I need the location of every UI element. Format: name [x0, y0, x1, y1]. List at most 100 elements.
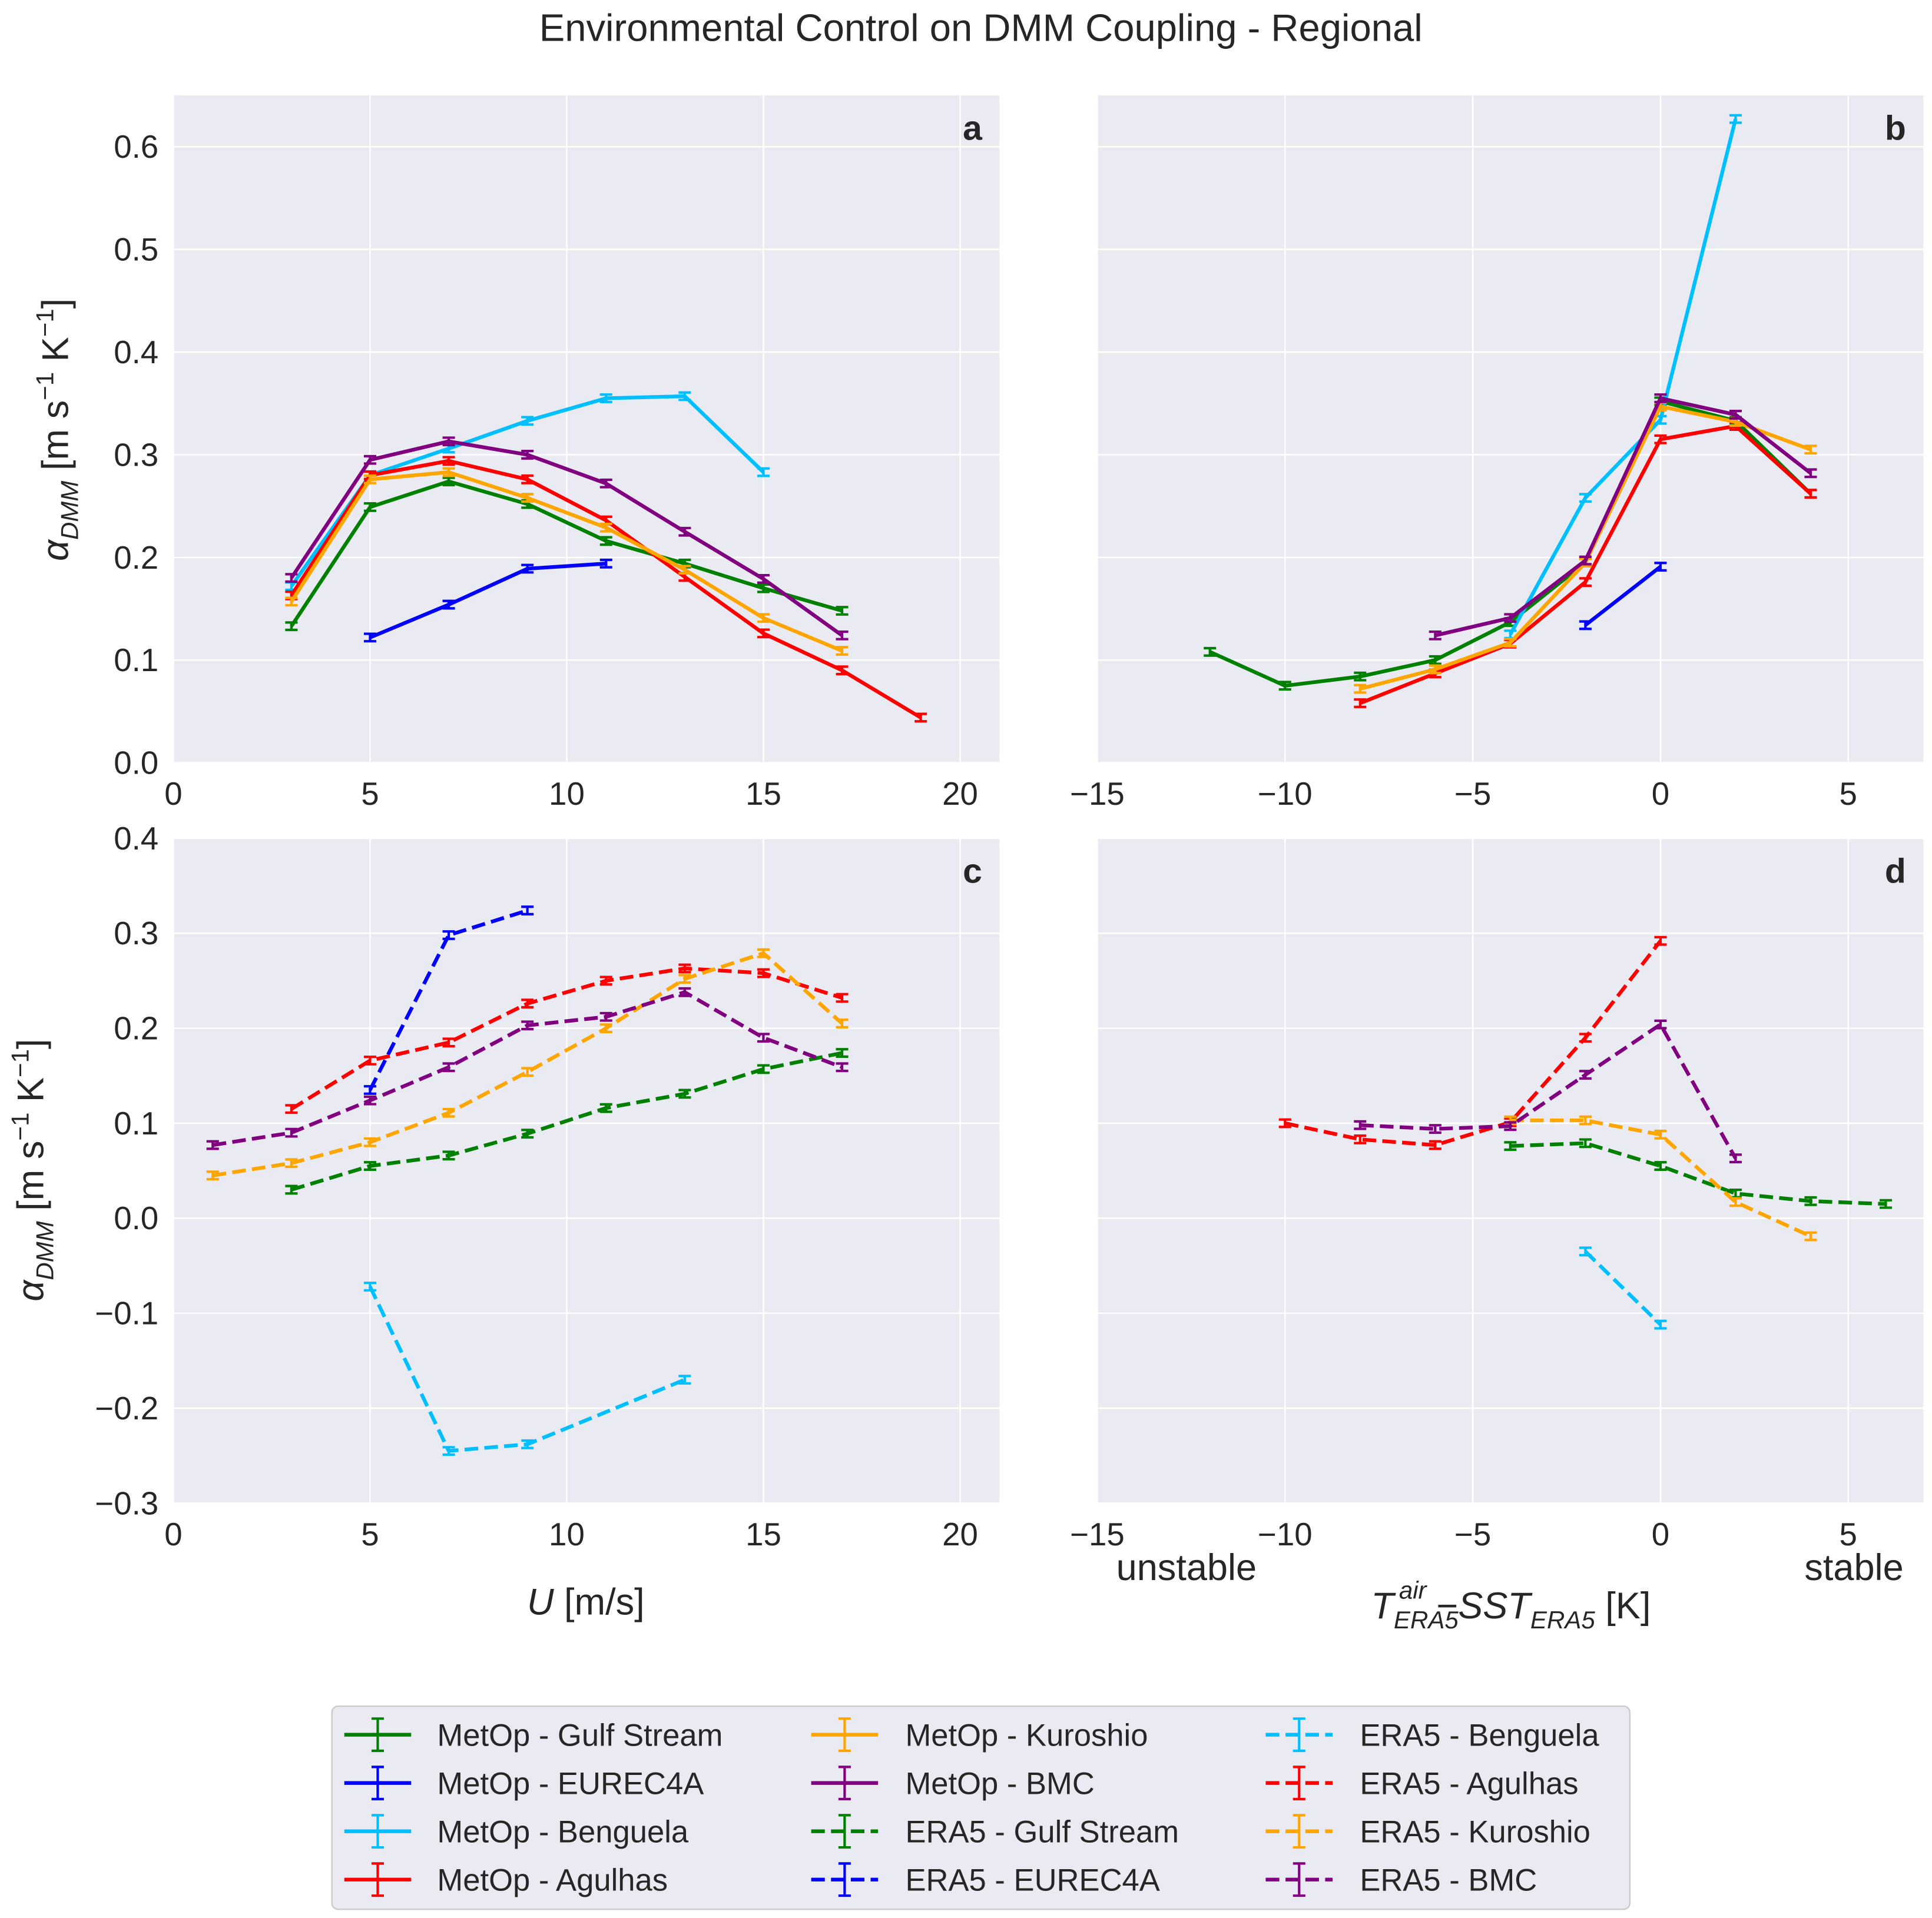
- y-tick-label: 0.2: [114, 539, 158, 576]
- x-tick-label: −5: [1454, 775, 1491, 812]
- legend-entry: MetOp - Agulhas: [344, 1862, 668, 1898]
- legend-label: MetOp - Gulf Stream: [437, 1718, 723, 1753]
- series-metop-bmc: [1429, 393, 1817, 641]
- legend-label: ERA5 - Agulhas: [1360, 1767, 1578, 1801]
- legend-entry: ERA5 - Gulf Stream: [811, 1814, 1179, 1850]
- x-axis-label-c: U [m/s]: [527, 1582, 645, 1623]
- series-line: [290, 479, 843, 628]
- y-tick-label: 0.3: [114, 436, 158, 473]
- series-era5-bmc: [206, 987, 849, 1150]
- y-tick-label: 0.6: [114, 128, 158, 165]
- x-tick-label: −15: [1070, 775, 1125, 812]
- series-era5-agulhas: [285, 963, 849, 1114]
- y-tick-label: 0.5: [114, 231, 158, 268]
- legend-label: MetOp - BMC: [905, 1767, 1094, 1801]
- x-tick-label: 5: [1840, 775, 1857, 812]
- x-tick-label: 15: [745, 1516, 781, 1552]
- legend-entry: MetOp - Kuroshio: [811, 1717, 1148, 1753]
- series-line: [368, 908, 528, 1091]
- panel-label: b: [1885, 109, 1906, 148]
- series-metop-eurec4a: [1579, 562, 1667, 631]
- panel-label: c: [963, 852, 982, 891]
- series-era5-benguela: [1579, 1246, 1667, 1330]
- legend-entry: MetOp - BMC: [811, 1766, 1095, 1801]
- legend-label: MetOp - Benguela: [437, 1815, 688, 1850]
- panel-label: d: [1885, 852, 1906, 891]
- x-tick-label: 0: [1652, 775, 1669, 812]
- series-metop-kuroshio: [285, 467, 849, 656]
- y-tick-label: 0.0: [114, 745, 158, 781]
- series-line: [290, 1051, 843, 1192]
- y-tick-label: 0.0: [114, 1200, 158, 1236]
- y-axis-label-a: αDMM [m s−1 K−1]: [31, 298, 83, 561]
- x-axis-label-d: TERA5air −SSTERA5 [K]: [1371, 1576, 1651, 1633]
- figure-title: Environmental Control on DMM Coupling - …: [539, 6, 1423, 49]
- x-tick-label: 5: [361, 1516, 379, 1552]
- panel-c: 0 5 10 15 20 −0.3 −0.2 −0.1 0.0 0.1 0.2 0.3 0.4 c: [95, 820, 1000, 1552]
- x-tick-label: 15: [745, 775, 781, 812]
- legend-entry: ERA5 - EUREC4A: [811, 1862, 1160, 1898]
- y-tick-label: −0.3: [95, 1485, 158, 1521]
- legend-label: MetOp - Agulhas: [437, 1863, 668, 1898]
- series-line: [1284, 940, 1662, 1147]
- plot-area: [1097, 838, 1924, 1504]
- legend-label: ERA5 - Gulf Stream: [905, 1815, 1179, 1850]
- legend-entry: ERA5 - BMC: [1265, 1862, 1537, 1898]
- x-tick-label: 5: [1840, 1516, 1857, 1552]
- annotation-stable: stable: [1804, 1547, 1903, 1588]
- series-line: [1509, 118, 1738, 636]
- series-line: [1510, 1141, 1886, 1206]
- series-line: [1584, 1250, 1662, 1326]
- x-tick-label: 10: [549, 1516, 585, 1552]
- panel-b: −15 −10 −5 0 5 b: [1070, 95, 1924, 812]
- series-line: [290, 470, 843, 653]
- series-era5-agulhas: [1278, 935, 1667, 1150]
- series-line: [368, 1286, 686, 1453]
- panels: 0 5 10 15 20 0.0 0.1 0.2 0.3 0.4 0.5 0.6 a −15 −10 −5 0 5…: [95, 95, 1924, 1552]
- annotation-unstable: unstable: [1116, 1547, 1257, 1588]
- x-tick-label: 5: [361, 775, 379, 812]
- panel-d: −15 −10 −5 0 5 d: [1070, 837, 1924, 1552]
- x-tick-label: 10: [549, 775, 585, 812]
- plot-area: [1097, 95, 1924, 763]
- y-tick-label: 0.1: [114, 642, 158, 678]
- series-era5-bmc: [1354, 1019, 1742, 1164]
- x-tick-label: −10: [1258, 775, 1313, 812]
- x-tick-label: −15: [1070, 1516, 1125, 1552]
- series-era5-eurec4a: [363, 905, 534, 1095]
- y-tick-label: 0.3: [114, 915, 158, 951]
- y-tick-label: −0.2: [95, 1390, 158, 1426]
- series-line: [1360, 1023, 1738, 1160]
- legend-label: ERA5 - Benguela: [1360, 1718, 1599, 1753]
- series-line: [212, 951, 844, 1177]
- legend-label: ERA5 - EUREC4A: [905, 1863, 1159, 1898]
- series-line: [290, 439, 843, 637]
- x-tick-label: 0: [164, 1516, 182, 1552]
- series-line: [1434, 396, 1812, 638]
- legend-entry: MetOp - Benguela: [344, 1814, 689, 1850]
- legend-entry: MetOp - EUREC4A: [344, 1766, 704, 1801]
- panel-label: a: [963, 109, 983, 148]
- series-era5-kuroshio: [1504, 1115, 1817, 1242]
- series-era5-gulf-stream: [285, 1048, 849, 1195]
- x-tick-label: 20: [942, 775, 978, 812]
- plot-area: [173, 95, 1000, 763]
- panel-a: 0 5 10 15 20 0.0 0.1 0.2 0.3 0.4 0.5 0.6 a: [114, 95, 1000, 812]
- series-line: [290, 966, 843, 1111]
- series-era5-benguela: [363, 1282, 691, 1456]
- legend-entry: MetOp - Gulf Stream: [344, 1717, 723, 1753]
- plot-area: [173, 838, 1000, 1504]
- y-axis-label-c: αDMM [m s−1 K−1]: [6, 1039, 58, 1302]
- y-tick-label: 0.1: [114, 1105, 158, 1141]
- series-line: [369, 562, 607, 639]
- legend-entry: ERA5 - Agulhas: [1265, 1766, 1579, 1801]
- y-tick-label: 0.2: [114, 1010, 158, 1047]
- y-tick-label: 0.4: [114, 334, 158, 370]
- series-metop-bmc: [285, 436, 849, 641]
- x-tick-label: 0: [1652, 1516, 1669, 1552]
- series-era5-kuroshio: [206, 948, 849, 1181]
- x-tick-label: 20: [942, 1516, 978, 1552]
- x-tick-label: −10: [1258, 1516, 1313, 1552]
- series-line: [1584, 565, 1662, 627]
